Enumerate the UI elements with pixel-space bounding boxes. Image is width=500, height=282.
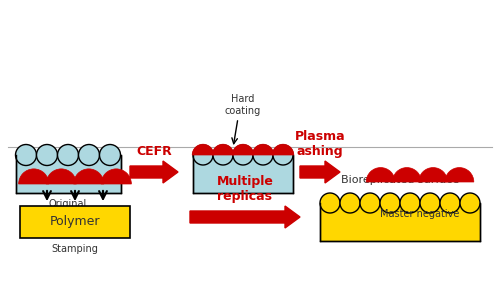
Circle shape	[460, 193, 480, 213]
FancyArrow shape	[300, 161, 340, 183]
Text: CEFR: CEFR	[136, 145, 172, 158]
Circle shape	[380, 193, 400, 213]
Circle shape	[400, 193, 420, 213]
Wedge shape	[392, 168, 422, 182]
Wedge shape	[252, 144, 274, 155]
Bar	[20, 206, 130, 238]
Wedge shape	[445, 168, 474, 182]
Circle shape	[273, 145, 293, 165]
Wedge shape	[418, 168, 448, 182]
Bar	[193, 155, 293, 193]
Text: Hard
coating: Hard coating	[225, 94, 261, 116]
Circle shape	[36, 144, 58, 166]
Circle shape	[213, 145, 233, 165]
Circle shape	[340, 193, 360, 213]
Wedge shape	[74, 169, 104, 184]
Wedge shape	[192, 144, 214, 155]
Circle shape	[58, 144, 78, 166]
Circle shape	[320, 193, 340, 213]
Circle shape	[360, 193, 380, 213]
Circle shape	[100, 144, 120, 166]
Wedge shape	[46, 169, 76, 184]
Circle shape	[440, 193, 460, 213]
Circle shape	[253, 145, 273, 165]
Text: Multiple
replicas: Multiple replicas	[216, 175, 274, 203]
FancyArrow shape	[190, 206, 300, 228]
Circle shape	[233, 145, 253, 165]
Circle shape	[420, 193, 440, 213]
Text: Plasma
ashing: Plasma ashing	[294, 130, 346, 158]
Text: Bioreplicated surface: Bioreplicated surface	[341, 175, 459, 185]
Wedge shape	[101, 169, 132, 184]
Text: Master negative: Master negative	[380, 209, 460, 219]
Wedge shape	[18, 169, 49, 184]
Bar	[16, 155, 120, 193]
Circle shape	[16, 144, 36, 166]
Wedge shape	[366, 168, 395, 182]
Circle shape	[78, 144, 100, 166]
Wedge shape	[272, 144, 294, 155]
FancyArrow shape	[130, 161, 178, 183]
Text: Polymer: Polymer	[50, 215, 100, 228]
Text: Stamping: Stamping	[52, 244, 98, 254]
Text: Original
biotemplate: Original biotemplate	[38, 199, 98, 221]
Wedge shape	[232, 144, 254, 155]
Bar	[320, 203, 480, 241]
Circle shape	[193, 145, 213, 165]
Wedge shape	[212, 144, 234, 155]
